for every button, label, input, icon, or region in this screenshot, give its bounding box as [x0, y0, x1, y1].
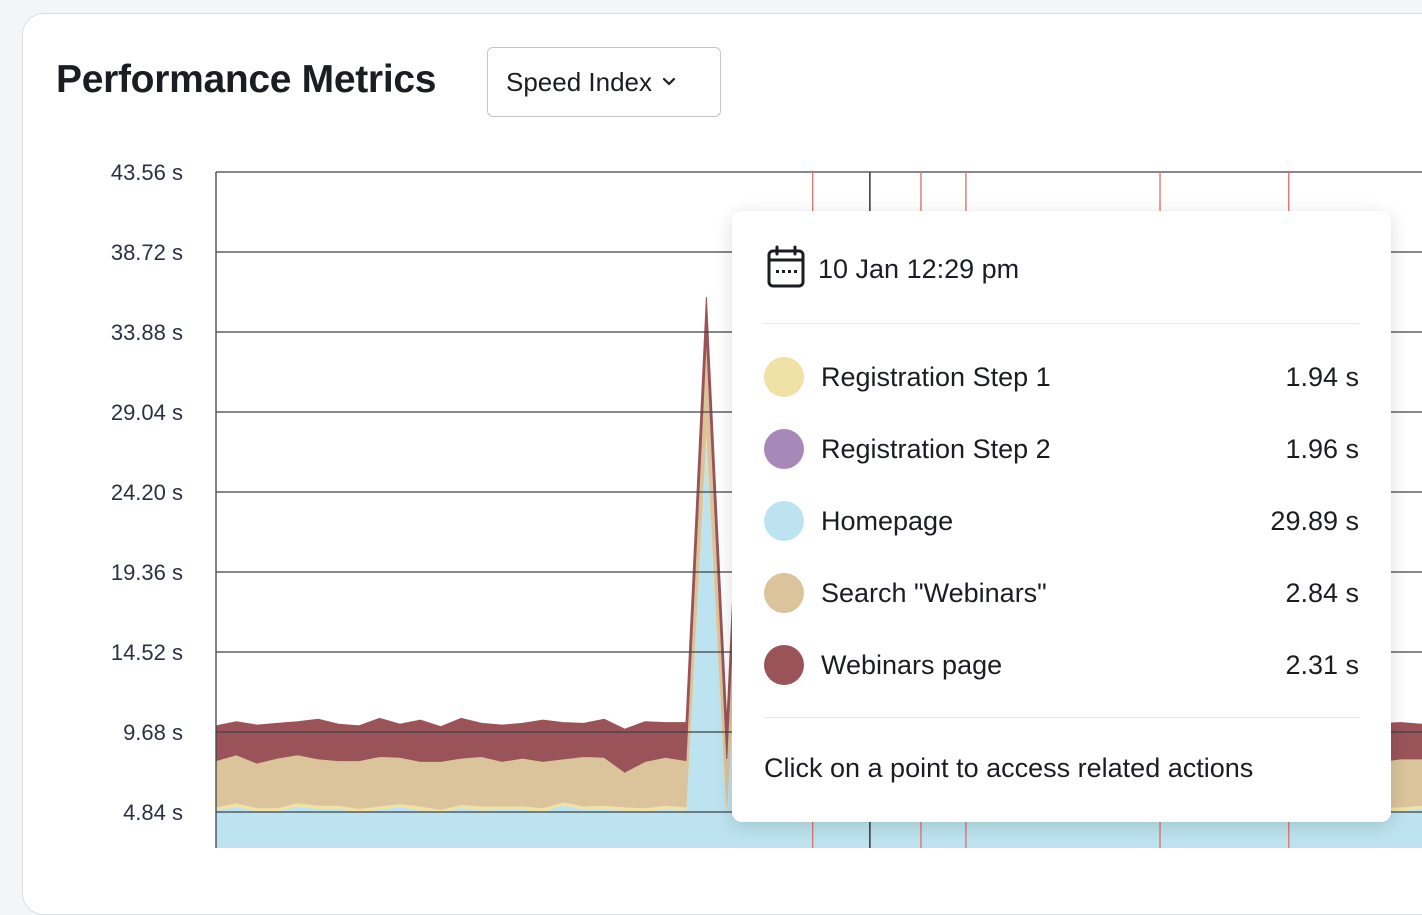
data-tooltip: 10 Jan 12:29 pm Registration Step 1 1.94…: [732, 211, 1391, 822]
series-name: Registration Step 2: [821, 433, 1051, 464]
series-swatch: [764, 429, 804, 469]
page-title: Performance Metrics: [56, 58, 437, 101]
tooltip-row: Search "Webinars" 2.84 s: [764, 571, 1359, 615]
y-tick-label: 9.68 s: [123, 720, 183, 745]
series-swatch: [764, 645, 804, 685]
series-value: 1.94 s: [1285, 361, 1359, 392]
series-swatch: [764, 573, 804, 613]
series-name: Registration Step 1: [821, 361, 1051, 392]
tooltip-header: 10 Jan 12:29 pm: [766, 245, 1019, 294]
metric-select[interactable]: Speed Index: [487, 47, 721, 117]
area-webinars-page[interactable]: [215, 248, 1422, 773]
tooltip-footer: Click on a point to access related actio…: [764, 753, 1254, 783]
y-tick-label: 24.20 s: [111, 480, 183, 505]
series-value: 2.31 s: [1285, 649, 1359, 680]
y-tick-label: 33.88 s: [111, 320, 183, 345]
series-value: 2.84 s: [1285, 577, 1359, 608]
series-name: Search "Webinars": [821, 577, 1047, 608]
y-tick-label: 14.52 s: [111, 640, 183, 665]
series-value: 1.96 s: [1285, 433, 1359, 464]
y-tick-label: 38.72 s: [111, 240, 183, 265]
series-swatch: [764, 501, 804, 541]
series-value: 29.89 s: [1270, 505, 1359, 536]
tooltip-row: Webinars page 2.31 s: [764, 643, 1359, 687]
y-tick-label: 4.84 s: [123, 800, 183, 825]
tooltip-divider: [764, 323, 1359, 324]
stacked-areas: [215, 248, 1422, 848]
tooltip-row: Homepage 29.89 s: [764, 499, 1359, 543]
tooltip-date: 10 Jan 12:29 pm: [818, 254, 1020, 284]
y-tick-label: 29.04 s: [111, 400, 183, 425]
calendar-icon: [766, 245, 806, 294]
tooltip-row: Registration Step 2 1.96 s: [764, 427, 1359, 471]
series-swatch: [764, 357, 804, 397]
tooltip-row: Registration Step 1 1.94 s: [764, 355, 1359, 399]
chevron-down-icon: [662, 77, 676, 87]
series-name: Homepage: [821, 505, 954, 536]
y-tick-label: 19.36 s: [111, 560, 183, 585]
y-tick-label: 43.56 s: [111, 160, 183, 185]
tooltip-divider: [764, 717, 1359, 718]
series-name: Webinars page: [821, 649, 1003, 680]
metric-select-label: Speed Index: [506, 66, 653, 97]
y-axis-ticks: 43.56 s 38.72 s 33.88 s 29.04 s 24.20 s 19.36…: [111, 160, 183, 825]
